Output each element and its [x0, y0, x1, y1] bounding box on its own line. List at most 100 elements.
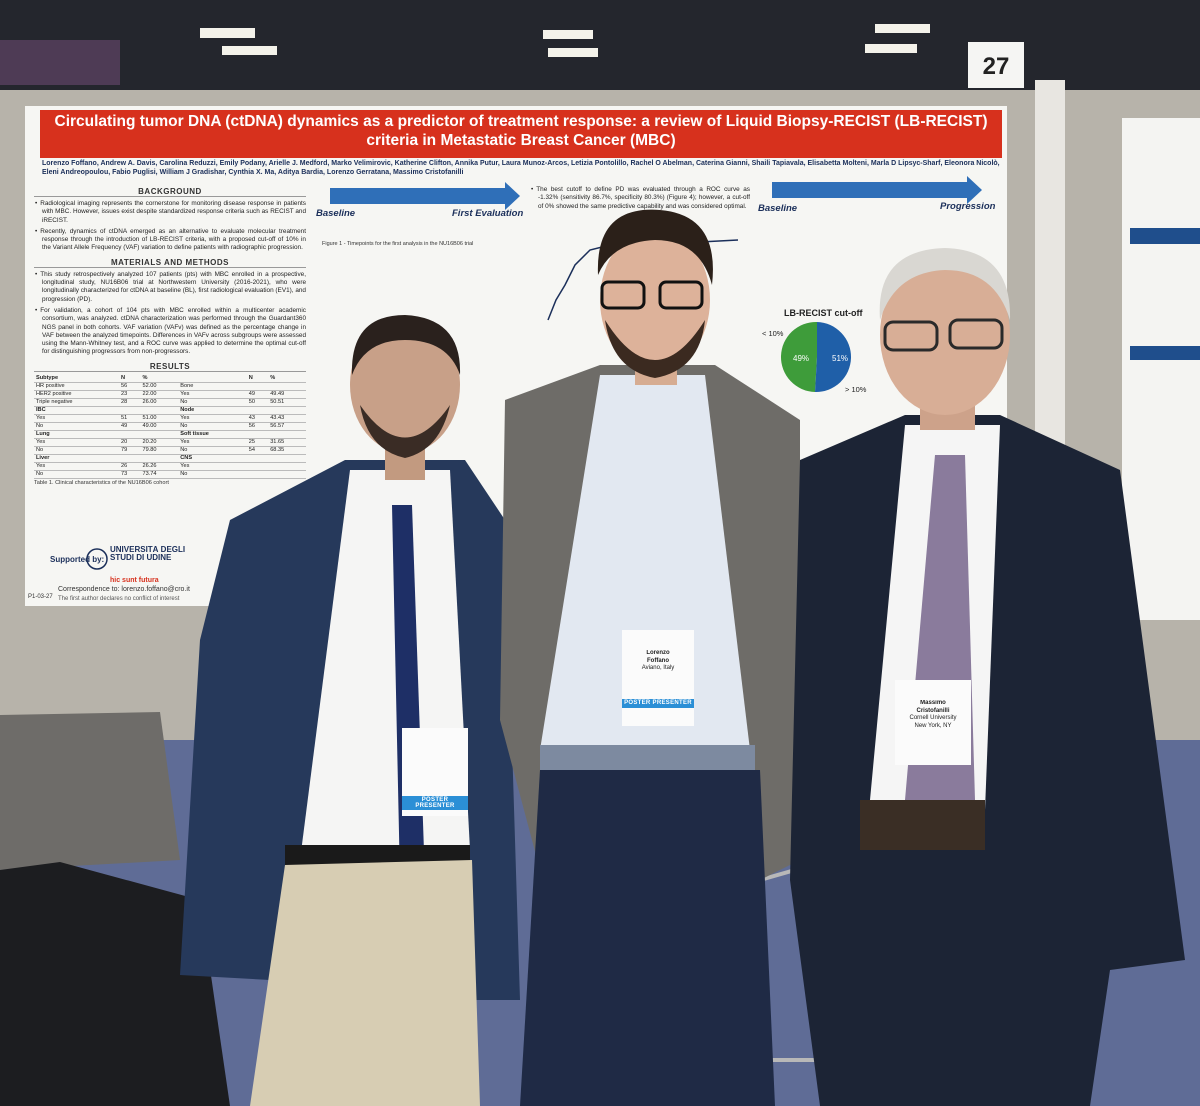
table-cell: 25 [246, 438, 269, 447]
table-cell: Soft tissue [178, 430, 247, 439]
table-cell: Yes [34, 462, 119, 471]
badge-org: Cornell University [909, 715, 957, 721]
table-row: HER2 positive 23 22.00 Yes 49 49.49 [34, 390, 306, 399]
table-cell: No [34, 446, 119, 455]
table-row: HR positive 56 52.00 Bone [34, 382, 306, 391]
table-cell [268, 454, 306, 463]
table-cell: 49.49 [268, 390, 306, 399]
table-cell: CNS [178, 454, 247, 463]
table-cell: HR positive [34, 382, 119, 391]
table-cell: 56 [118, 382, 141, 391]
suit-jacket [790, 415, 1185, 1106]
table-cell [118, 454, 141, 463]
table-cell: 28 [118, 398, 141, 407]
table-body: Subtype N% N% HR positive 56 52.00 Bone HER2 po… [34, 374, 306, 479]
hair [351, 315, 461, 375]
ceiling-light [865, 44, 917, 53]
table-row: Yes 26 26.26 Yes [34, 462, 306, 471]
glasses [658, 280, 704, 310]
table-cell: 20 [118, 438, 141, 447]
hair [879, 248, 1011, 320]
table-cell: No [34, 422, 119, 431]
table-cell: 56 [246, 422, 269, 431]
hair [597, 209, 713, 285]
left-column-content: BACKGROUND Radiological imaging represen… [34, 187, 306, 486]
table-row: Lung Soft tissue [34, 430, 306, 439]
table-cell: 26.00 [140, 398, 179, 407]
timeline-start: Baseline [316, 208, 356, 219]
left-column: BACKGROUND Radiological imaging represen… [34, 182, 306, 560]
badge-box: Massimo Cristofanilli Cornell University… [909, 700, 957, 729]
badge-role: POSTER PRESENTER [622, 698, 694, 708]
badge [895, 680, 971, 765]
booth-number: 27 [983, 53, 1010, 80]
table-cell: 51.00 [140, 414, 179, 423]
badge-role: POSTER PRESENTER [402, 796, 468, 810]
table-row: No 73 73.74 No [34, 470, 306, 479]
disclosure: The first author declares no conflict of… [58, 596, 180, 602]
table-cell: Subtype [34, 374, 119, 383]
table-cell: 73.74 [140, 470, 179, 479]
table-cell [140, 454, 179, 463]
table-cell: % [268, 374, 306, 383]
table-cell: 23 [118, 390, 141, 399]
table-caption: Table 1. Clinical characteristics of the… [34, 479, 169, 486]
badge-place: New York, NY [914, 722, 952, 729]
pie-slice [815, 322, 852, 393]
badge-last: Foffano [647, 657, 669, 664]
table-cell: Yes [34, 414, 119, 423]
table-cell: 49 [118, 422, 141, 431]
badge-first: Massimo [920, 700, 946, 706]
table-cell: Liver [34, 454, 119, 463]
ceiling-light [543, 30, 593, 39]
university-logo [86, 548, 108, 570]
table-cell: Triple negative [34, 398, 119, 407]
table-cell: 50 [246, 398, 269, 407]
striped-shirt [540, 375, 750, 750]
table-cell [268, 430, 306, 439]
table-cell: Yes [178, 390, 247, 399]
neighbor-header [1130, 228, 1200, 244]
head [600, 228, 710, 372]
table-row: Yes 20 20.20 Yes 25 31.65 [34, 438, 306, 447]
table-cell: No [178, 398, 247, 407]
table-cell: 43.43 [268, 414, 306, 423]
table-cell: 26.26 [140, 462, 179, 471]
poster-title-box: Circulating tumor DNA (ctDNA) dynamics a… [55, 113, 988, 149]
timeline-start: Baseline [758, 203, 798, 214]
table-cell: 20.20 [140, 438, 179, 447]
belt [285, 845, 470, 865]
table-cell: 52.00 [140, 382, 179, 391]
table-row: No 49 49.00 No 56 56.57 [34, 422, 306, 431]
table-cell: 68.35 [268, 446, 306, 455]
table-row: Liver CNS [34, 454, 306, 463]
table-cell [178, 374, 247, 383]
bullet: For validation, a cohort of 104 pts with… [40, 307, 306, 357]
bullet: Recently, dynamics of ctDNA emerged as a… [40, 228, 306, 253]
table-cell: Yes [178, 438, 247, 447]
ceiling-light [222, 46, 277, 55]
table-cell [246, 406, 269, 415]
section-heading: RESULTS [34, 362, 306, 372]
badge-spacer [622, 673, 694, 699]
figure-caption: Figure 1 - Timepoints for the first anal… [322, 241, 473, 247]
table-cell: % [140, 374, 179, 383]
table-row: Yes 51 51.00 Yes 43 43.43 [34, 414, 306, 423]
bullet: Radiological imaging represents the corn… [40, 200, 306, 225]
section-heading: MATERIALS AND METHODS [34, 258, 306, 268]
table-cell: 79.80 [140, 446, 179, 455]
bullet-list: Radiological imaging represents the corn… [34, 200, 306, 253]
beard [360, 405, 450, 458]
section-heading: BACKGROUND [34, 187, 306, 197]
table-cell: 79 [118, 446, 141, 455]
university-box: UNIVERSITÀ DEGLI STUDI DI UDINE [110, 546, 185, 562]
table-cell: 31.65 [268, 438, 306, 447]
pie-low: < 10% [762, 329, 784, 338]
table-cell [118, 406, 141, 415]
table-cell [246, 382, 269, 391]
table-row: Subtype N% N% [34, 374, 306, 383]
table-cell: HER2 positive [34, 390, 119, 399]
head [350, 317, 460, 453]
